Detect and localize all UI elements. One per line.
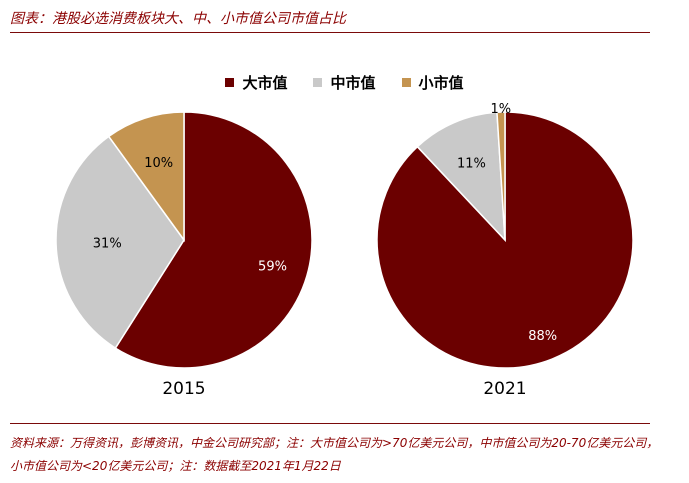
pie-2015-label-large: 59% [258, 260, 287, 275]
pie-2021-label-mid: 11% [457, 156, 486, 171]
pie-2015-label-mid: 31% [93, 236, 122, 251]
legend-item-large: 大市值 [225, 72, 287, 93]
legend: 大市值 中市值 小市值 [0, 72, 689, 93]
legend-swatch-large [225, 78, 235, 87]
pie-2021-slice-small [496, 111, 506, 241]
legend-item-small: 小市值 [401, 72, 464, 93]
pie-2021-slice-mid [416, 111, 506, 243]
pie-2015: 59% 31% 10% 2015 [55, 111, 313, 399]
pie-2021-label-large: 88% [528, 329, 557, 344]
pie-2021-label-small: 1% [491, 102, 512, 117]
legend-item-mid: 中市值 [313, 72, 376, 93]
legend-label-small: 小市值 [418, 74, 464, 92]
pie-2015-year-label: 2015 [162, 379, 205, 399]
source-note: 资料来源：万得资讯，彭博资讯，中金公司研究部；注：大市值公司为>70亿美元公司，… [10, 432, 680, 478]
pie-2015-slice-mid [55, 135, 185, 350]
pie-2021: 88% 11% 1% 2021 [376, 102, 634, 399]
legend-swatch-mid [313, 78, 323, 87]
legend-swatch-small [401, 78, 411, 87]
pie-2015-label-small: 10% [144, 156, 173, 171]
legend-label-large: 大市值 [242, 74, 288, 92]
pie-2015-slice-small [107, 111, 185, 243]
legend-label-mid: 中市值 [330, 74, 376, 92]
pie-2015-slice-large [114, 111, 313, 369]
source-divider [10, 423, 650, 424]
chart-title: 图表：港股必选消费板块大、中、小市值公司市值占比 [10, 11, 346, 27]
source-line-1: 资料来源：万得资讯，彭博资讯，中金公司研究部；注：大市值公司为>70亿美元公司，… [10, 436, 659, 450]
pie-2021-year-label: 2021 [483, 379, 526, 399]
title-divider [10, 32, 650, 33]
source-line-2: 小市值公司为<20亿美元公司；注：数据截至2021年1月22日 [10, 459, 341, 473]
